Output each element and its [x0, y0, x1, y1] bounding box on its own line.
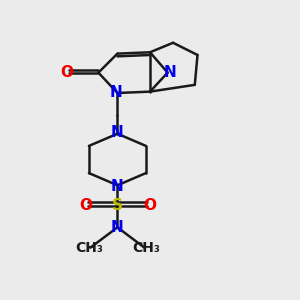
Text: N: N	[111, 125, 124, 140]
Text: CH₃: CH₃	[132, 241, 160, 255]
Text: N: N	[111, 179, 124, 194]
Text: O: O	[79, 198, 92, 213]
Text: N: N	[111, 220, 124, 235]
Text: N: N	[110, 85, 122, 100]
Text: O: O	[143, 198, 156, 213]
Text: N: N	[164, 65, 176, 80]
Text: O: O	[61, 65, 74, 80]
Text: CH₃: CH₃	[75, 241, 103, 255]
Text: S: S	[112, 198, 123, 213]
